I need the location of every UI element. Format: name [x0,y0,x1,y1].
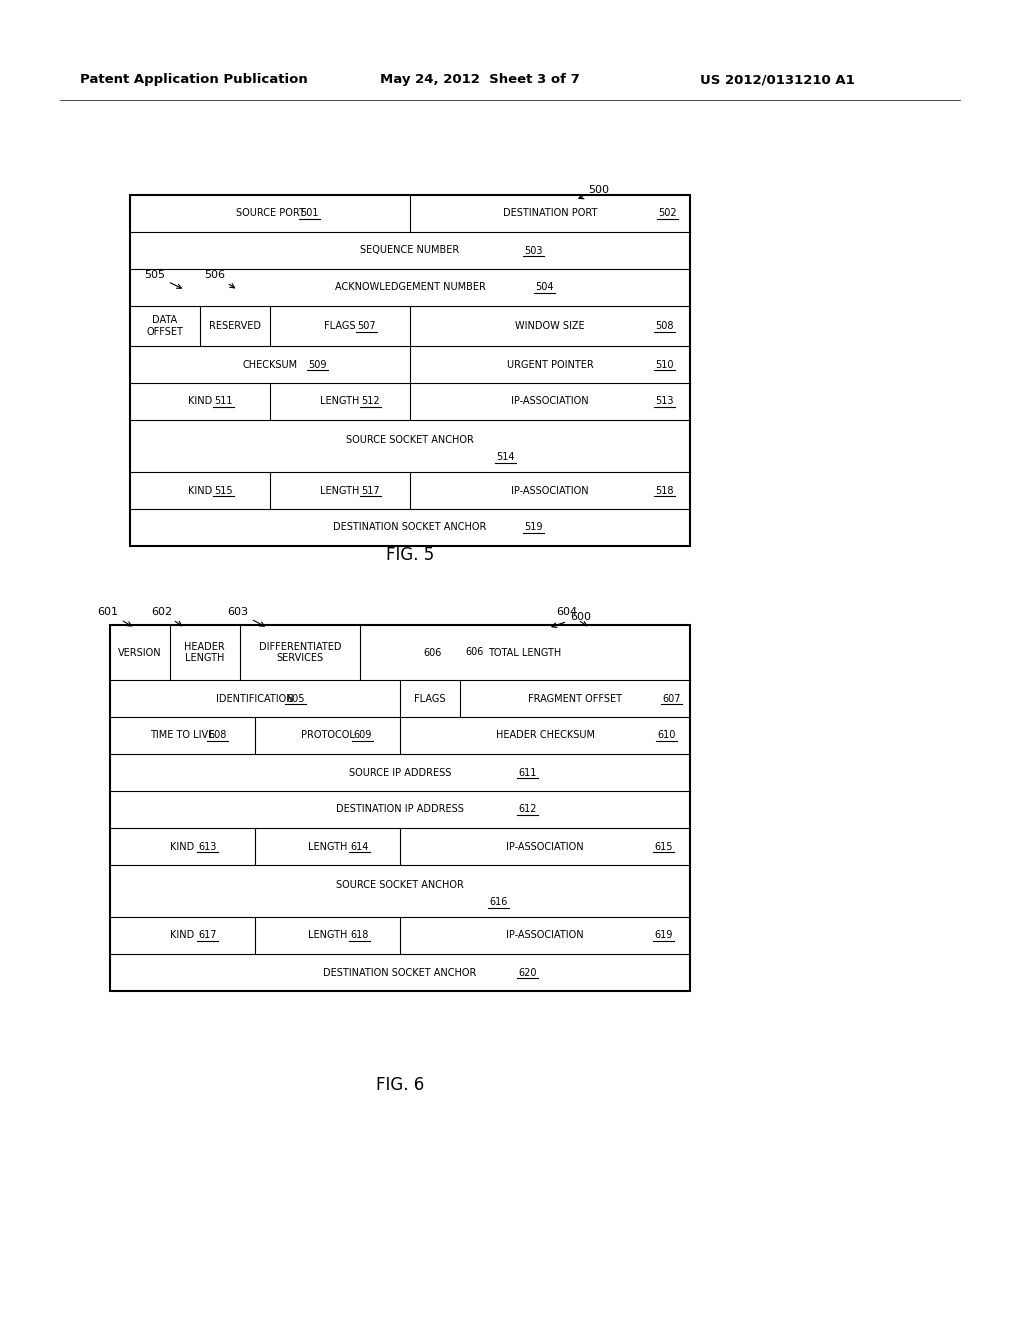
Text: 620: 620 [518,968,537,978]
Text: 601: 601 [97,607,131,626]
Text: 515: 515 [214,486,233,495]
Text: IP-ASSOCIATION: IP-ASSOCIATION [511,486,589,495]
Text: SEQUENCE NUMBER: SEQUENCE NUMBER [360,246,460,256]
Text: 500: 500 [579,185,609,199]
Text: Patent Application Publication: Patent Application Publication [80,74,308,87]
Text: LENGTH: LENGTH [308,842,347,851]
Text: IP-ASSOCIATION: IP-ASSOCIATION [511,396,589,407]
Text: 517: 517 [361,486,380,495]
Text: 600: 600 [552,612,591,627]
Text: 606: 606 [423,648,441,657]
Text: FLAGS: FLAGS [325,321,355,331]
Text: PROTOCOL: PROTOCOL [301,730,354,741]
Text: KIND: KIND [187,396,212,407]
Text: KIND: KIND [170,842,195,851]
Text: 505: 505 [144,271,181,288]
Text: 607: 607 [663,693,681,704]
Text: 512: 512 [361,396,380,407]
Text: 519: 519 [524,523,543,532]
Text: 518: 518 [655,486,674,495]
Text: 611: 611 [518,767,537,777]
Text: DIFFERENTIATED
SERVICES: DIFFERENTIATED SERVICES [259,642,341,663]
Text: IDENTIFICATION: IDENTIFICATION [216,693,294,704]
Text: FIG. 6: FIG. 6 [376,1076,424,1094]
Text: 608: 608 [208,730,226,741]
Text: DESTINATION PORT: DESTINATION PORT [503,209,597,219]
Text: 614: 614 [350,842,369,851]
Text: DESTINATION SOCKET ANCHOR: DESTINATION SOCKET ANCHOR [334,523,486,532]
Text: 616: 616 [489,898,508,907]
Text: LENGTH: LENGTH [321,396,359,407]
Text: DESTINATION IP ADDRESS: DESTINATION IP ADDRESS [336,804,464,814]
Text: 504: 504 [536,282,554,293]
Text: CHECKSUM: CHECKSUM [243,359,298,370]
Text: 502: 502 [658,209,677,219]
Text: 602: 602 [151,607,181,626]
Text: LENGTH: LENGTH [321,486,359,495]
Text: 604: 604 [556,607,587,626]
Text: KIND: KIND [187,486,212,495]
Text: 617: 617 [198,931,216,940]
Text: 615: 615 [654,842,673,851]
Text: 606: 606 [466,647,484,657]
Text: 511: 511 [215,396,233,407]
Text: FRAGMENT OFFSET: FRAGMENT OFFSET [527,693,622,704]
Text: VERSION: VERSION [118,648,162,657]
Text: IP-ASSOCIATION: IP-ASSOCIATION [506,842,584,851]
Text: May 24, 2012  Sheet 3 of 7: May 24, 2012 Sheet 3 of 7 [380,74,580,87]
Text: HEADER CHECKSUM: HEADER CHECKSUM [496,730,595,741]
Text: 609: 609 [353,730,372,741]
Text: TIME TO LIVE: TIME TO LIVE [151,730,215,741]
Text: DESTINATION SOCKET ANCHOR: DESTINATION SOCKET ANCHOR [324,968,477,978]
Text: 509: 509 [308,359,327,370]
Text: 513: 513 [655,396,674,407]
Text: 618: 618 [350,931,369,940]
Bar [110,624,690,991]
Text: ACKNOWLEDGEMENT NUMBER: ACKNOWLEDGEMENT NUMBER [335,282,485,293]
Text: SOURCE SOCKET ANCHOR: SOURCE SOCKET ANCHOR [346,434,474,445]
Text: WINDOW SIZE: WINDOW SIZE [515,321,585,331]
Text: 619: 619 [654,931,673,940]
Text: 612: 612 [518,804,537,814]
Text: FLAGS: FLAGS [414,693,445,704]
Text: 514: 514 [496,453,514,462]
Text: SOURCE IP ADDRESS: SOURCE IP ADDRESS [349,767,452,777]
Text: 605: 605 [287,693,305,704]
Bar [130,195,690,546]
Text: 510: 510 [655,359,674,370]
Text: DATA
OFFSET: DATA OFFSET [146,315,183,337]
Text: 501: 501 [300,209,318,219]
Text: FIG. 5: FIG. 5 [386,546,434,564]
Text: KIND: KIND [170,931,195,940]
Text: RESERVED: RESERVED [209,321,261,331]
Text: IP-ASSOCIATION: IP-ASSOCIATION [506,931,584,940]
Text: LENGTH: LENGTH [308,931,347,940]
Text: TOTAL LENGTH: TOTAL LENGTH [488,648,561,657]
Text: SOURCE PORT: SOURCE PORT [236,209,304,219]
Text: 508: 508 [655,321,674,331]
Text: 613: 613 [198,842,216,851]
Text: 503: 503 [524,246,543,256]
Text: US 2012/0131210 A1: US 2012/0131210 A1 [700,74,855,87]
Text: 507: 507 [357,321,376,331]
Text: URGENT POINTER: URGENT POINTER [507,359,593,370]
Text: SOURCE SOCKET ANCHOR: SOURCE SOCKET ANCHOR [336,879,464,890]
Text: 610: 610 [657,730,676,741]
Text: 603: 603 [227,607,264,626]
Text: 506: 506 [204,271,234,288]
Text: HEADER
LENGTH: HEADER LENGTH [184,642,225,663]
